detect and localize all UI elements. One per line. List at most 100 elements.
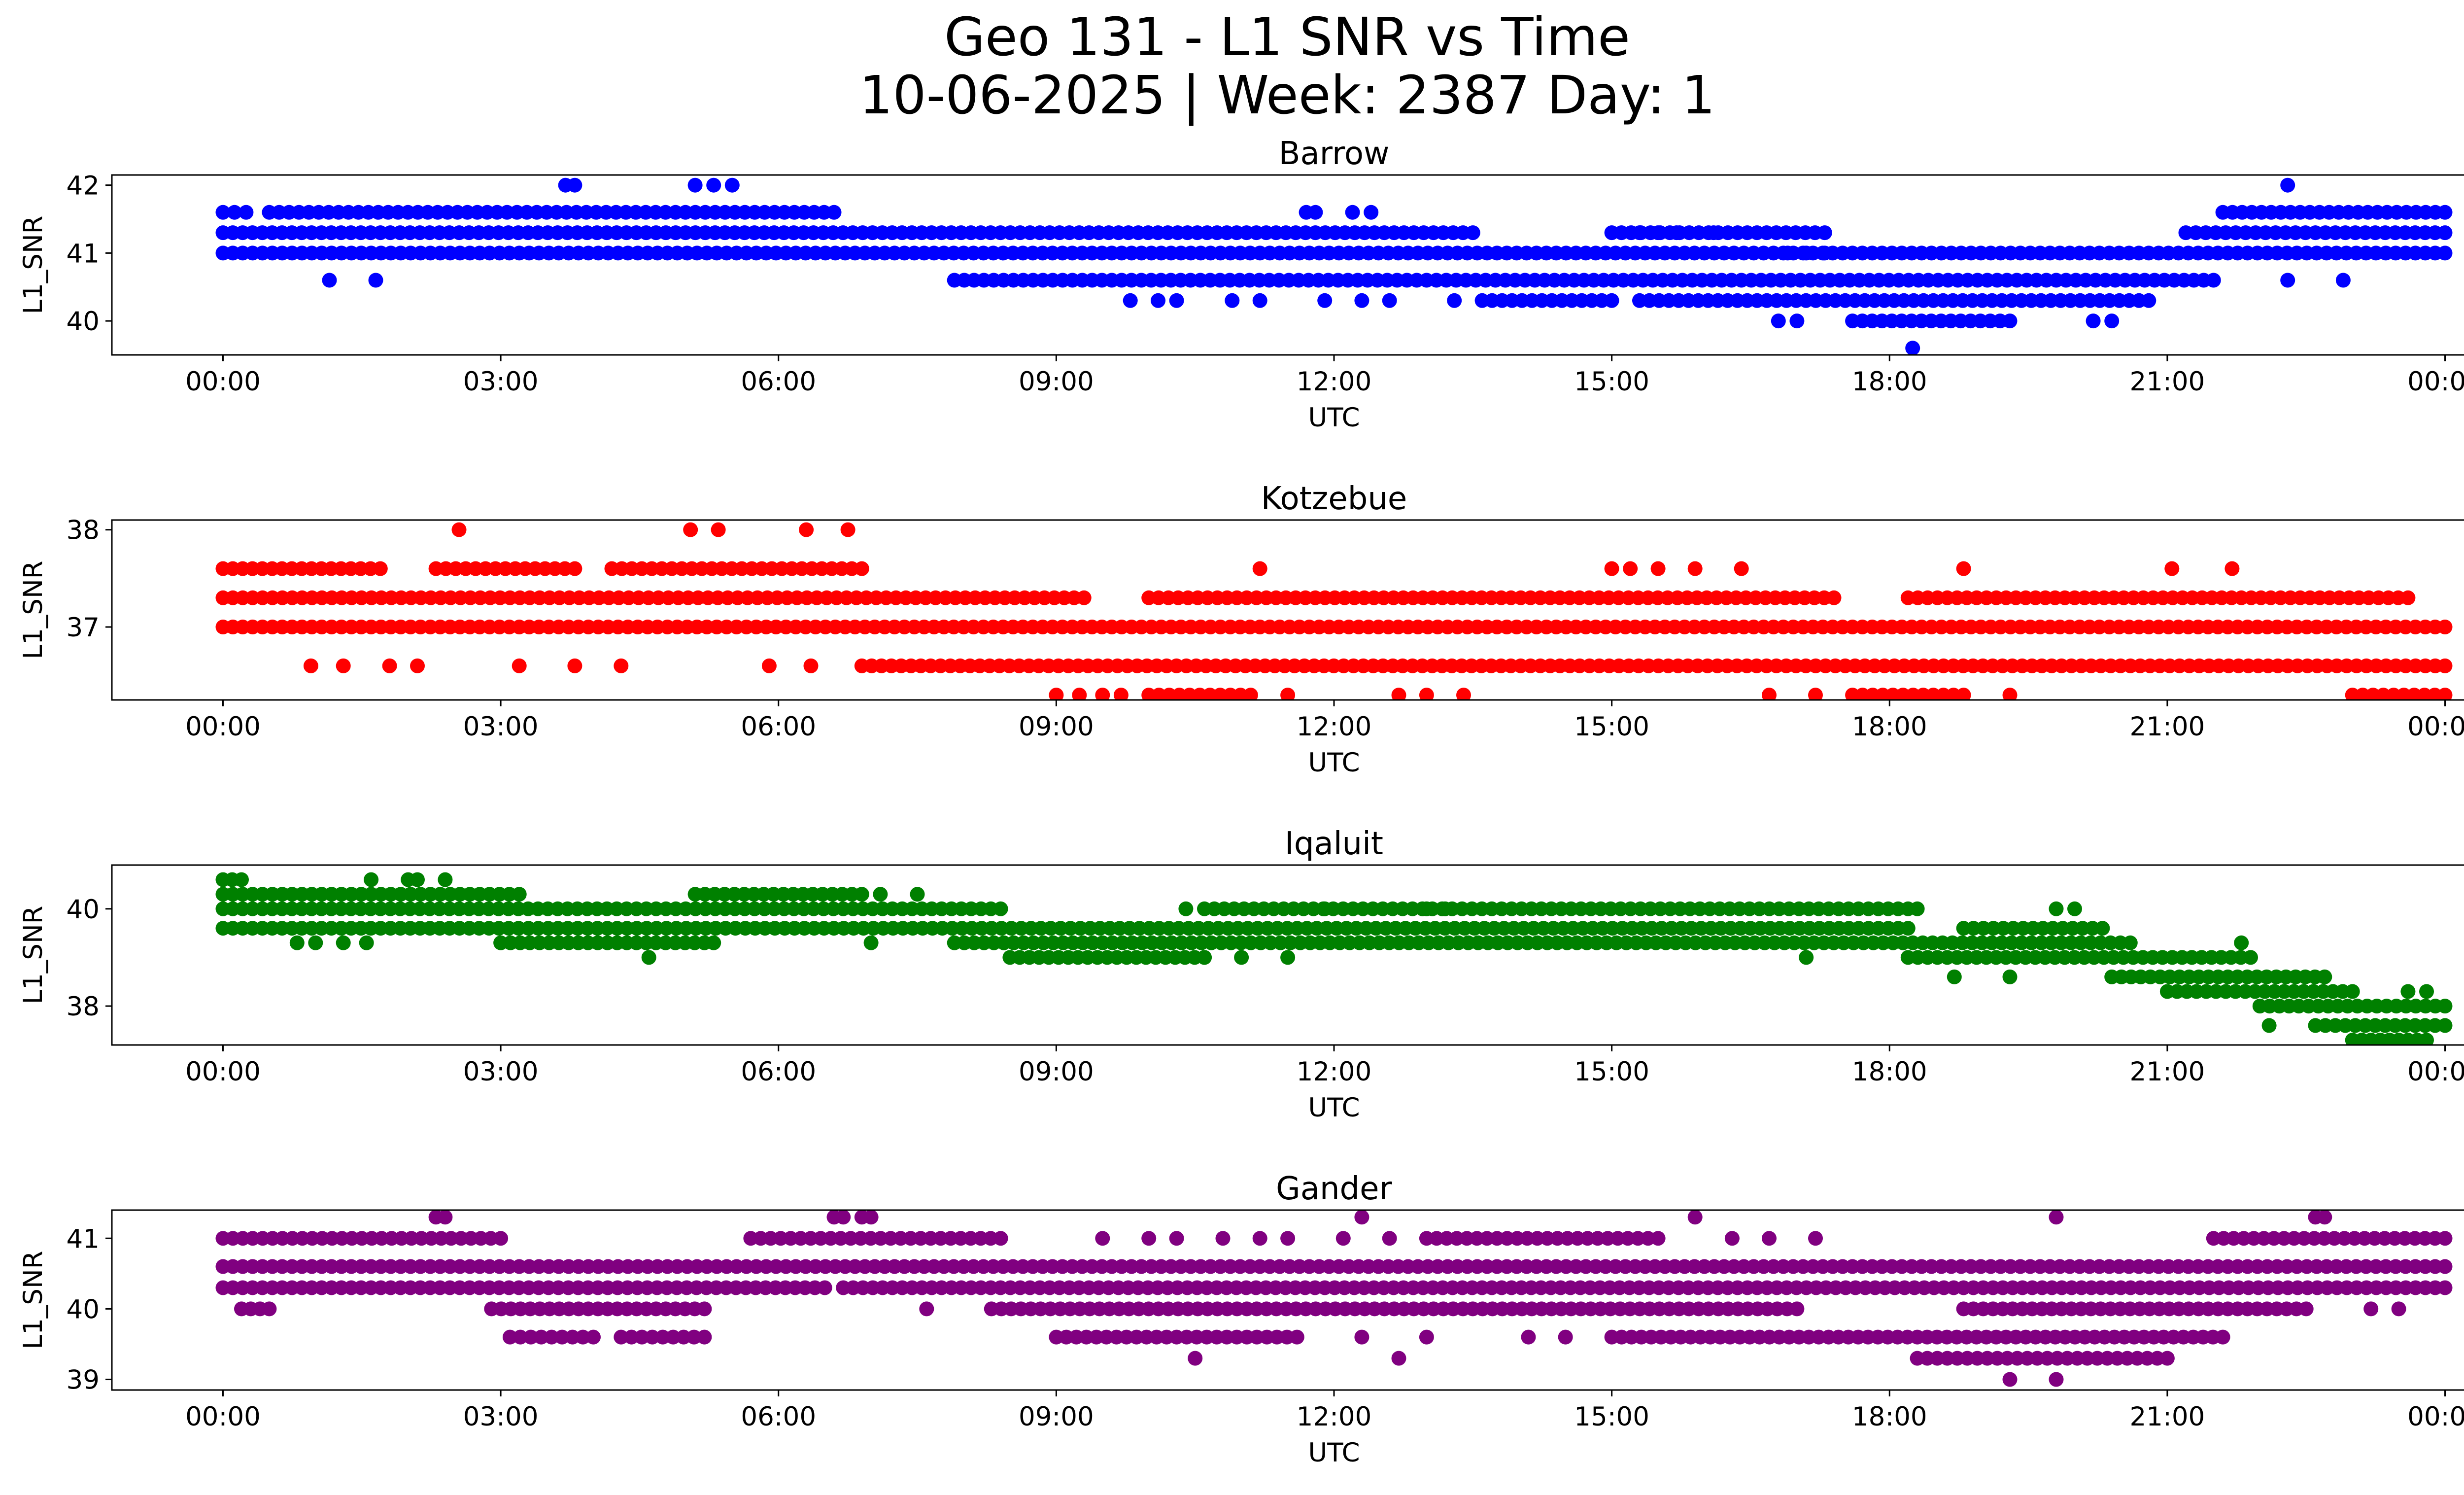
x-tick-label: 00:00 [185,712,261,742]
y-axis-label: L1_SNR [18,906,48,1005]
chart-subtitle: 10-06-2025 | Week: 2387 Day: 1 [859,65,1715,126]
y-tick-label: 39 [67,1365,100,1395]
data-point [1345,205,1360,220]
y-tick-label: 38 [67,992,100,1022]
data-point [2437,688,2453,700]
data-point [1780,245,1795,261]
data-point [565,1329,580,1345]
data-point [2280,177,2295,193]
y-tick-label: 37 [67,613,100,643]
data-point [2419,984,2434,999]
data-point [1123,293,1138,308]
x-tick-label: 15:00 [1574,367,1649,397]
data-point [1687,561,1703,576]
data-point [336,658,351,673]
y-tick-label: 40 [67,307,100,337]
data-point [567,177,582,193]
x-axis-label: UTC [1308,1093,1360,1123]
data-point [512,887,527,902]
data-point [1076,590,1092,605]
data-point [2224,561,2240,576]
data-point [761,658,777,673]
data-point [2280,273,2295,288]
data-point [1215,1231,1231,1246]
x-axis-label: UTC [1308,748,1360,778]
data-point [451,522,467,537]
data-point [1604,293,1619,308]
data-point [1178,901,1194,916]
data-point [1789,1301,1805,1317]
data-point [534,1329,549,1345]
data-point [1762,1231,1777,1246]
data-point [1049,688,1064,700]
data-point [2437,1231,2453,1246]
data-point [2437,1259,2453,1274]
data-point [666,1329,681,1345]
data-point [1188,1351,1203,1366]
data-point [1650,225,1666,241]
data-point [1354,1329,1369,1345]
data-point [2437,245,2453,261]
data-point [1391,688,1406,700]
x-tick-label: 09:00 [1019,1057,1094,1087]
data-point [676,1329,691,1345]
data-point [1771,313,1786,329]
data-point [2159,1351,2175,1366]
y-axis-label: L1_SNR [18,216,48,314]
data-point [1072,688,1087,700]
data-point [2296,1231,2312,1246]
data-point [2215,1329,2230,1345]
x-tick-label: 15:00 [1574,1402,1649,1432]
data-point [1808,688,1823,700]
x-tick-label: 09:00 [1019,1402,1094,1432]
data-point [2345,984,2360,999]
data-point [641,950,656,965]
data-point [513,1329,528,1345]
data-point [1956,688,1971,700]
data-point [1317,293,1333,308]
data-point [1799,950,1814,965]
data-point [1669,225,1684,241]
data-point [1630,1231,1645,1246]
data-point [1364,205,1379,220]
data-point [993,1231,1008,1246]
data-point [2437,1018,2453,1033]
data-point [239,205,254,220]
x-tick-label: 06:00 [741,367,816,397]
data-point [1289,1329,1304,1345]
data-point [645,1329,660,1345]
data-point [2437,658,2453,673]
data-point [2206,1231,2221,1246]
x-tick-label: 06:00 [741,712,816,742]
y-tick-label: 41 [67,1224,100,1254]
data-point [2419,1033,2434,1045]
x-tick-label: 00:00 [185,1402,261,1432]
data-point [1956,561,1971,576]
data-point [1280,950,1296,965]
data-point [1900,921,1916,936]
data-point [1623,561,1638,576]
panel-title: Barrow [1279,136,1390,172]
data-point [655,1329,670,1345]
data-point [1225,293,1240,308]
data-point [1308,205,1323,220]
data-layer [215,872,2453,1045]
data-point [2002,313,2018,329]
data-point [1449,1231,1465,1246]
data-point [336,935,351,950]
x-tick-label: 00:00 [2407,1057,2464,1087]
data-point [1437,901,1453,916]
data-point [262,1301,277,1317]
data-point [1169,293,1184,308]
data-point [1169,1231,1184,1246]
data-point [1817,225,1832,241]
x-tick-label: 03:00 [463,1402,539,1432]
data-point [1447,293,1462,308]
data-point [1632,225,1647,241]
data-point [1317,901,1333,916]
data-point [614,1329,629,1345]
data-point [2391,1301,2406,1317]
data-point [854,887,869,902]
data-point [2437,205,2453,220]
